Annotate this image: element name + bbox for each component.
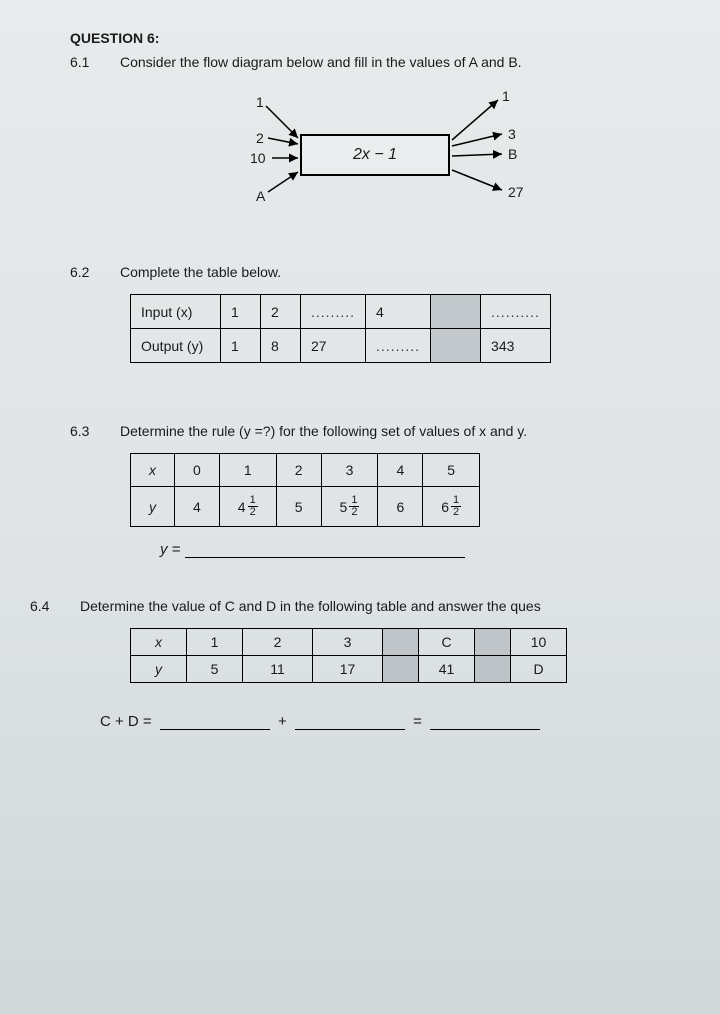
cell: 17 bbox=[313, 656, 383, 683]
subq-number: 6.1 bbox=[70, 54, 100, 70]
table-6-3: x 0 1 2 3 4 5 y 4 412 5 512 6 612 bbox=[130, 453, 480, 527]
cell: 6 bbox=[378, 487, 423, 527]
cell: 27 bbox=[301, 329, 366, 363]
cell: 4 bbox=[175, 487, 220, 527]
cell: 343 bbox=[481, 329, 551, 363]
subq-text: Consider the flow diagram below and fill… bbox=[120, 54, 670, 70]
cell-shaded bbox=[475, 656, 511, 683]
table-row: y 4 412 5 512 6 612 bbox=[131, 487, 480, 527]
cell-shaded bbox=[475, 629, 511, 656]
cell: ......... bbox=[366, 329, 431, 363]
cell: 3 bbox=[321, 454, 378, 487]
cell: 1 bbox=[221, 295, 261, 329]
table-6-2: Input (x) 1 2 ......... 4 .......... Out… bbox=[130, 294, 551, 363]
cell: 2 bbox=[276, 454, 321, 487]
subq-text: Determine the value of C and D in the fo… bbox=[80, 598, 670, 614]
cell: 4 bbox=[378, 454, 423, 487]
cell-shaded bbox=[383, 656, 419, 683]
table-row: x 0 1 2 3 4 5 bbox=[131, 454, 480, 487]
table-row: x 1 2 3 C 10 bbox=[131, 629, 567, 656]
cell: 4 bbox=[366, 295, 431, 329]
blank-line bbox=[295, 716, 405, 730]
cell: y bbox=[131, 656, 187, 683]
cell-shaded bbox=[431, 329, 481, 363]
subq-number: 6.2 bbox=[70, 264, 100, 280]
blank-line bbox=[430, 716, 540, 730]
cell: x bbox=[131, 629, 187, 656]
blank-line bbox=[185, 544, 465, 558]
cell: 2 bbox=[243, 629, 313, 656]
cell: 5 bbox=[187, 656, 243, 683]
cell: 41 bbox=[419, 656, 475, 683]
eq-lhs: C + D = bbox=[100, 713, 152, 730]
cell-shaded bbox=[431, 295, 481, 329]
cell: 5 bbox=[423, 454, 480, 487]
cell: 0 bbox=[175, 454, 220, 487]
subquestion-6-2: 6.2 Complete the table below. bbox=[70, 264, 670, 280]
cell: 5 bbox=[276, 487, 321, 527]
cell: 10 bbox=[511, 629, 567, 656]
cell: Output (y) bbox=[131, 329, 221, 363]
eq-equals: = bbox=[413, 713, 422, 730]
cell: 1 bbox=[187, 629, 243, 656]
table-row: Output (y) 1 8 27 ......... 343 bbox=[131, 329, 551, 363]
cell: Input (x) bbox=[131, 295, 221, 329]
arrow-icon bbox=[160, 84, 580, 224]
subq-number: 6.4 bbox=[30, 598, 60, 614]
blank-line bbox=[160, 716, 270, 730]
equation-line: C + D = + = bbox=[100, 713, 670, 730]
cell: D bbox=[511, 656, 567, 683]
cell-shaded bbox=[383, 629, 419, 656]
cell: 412 bbox=[219, 487, 276, 527]
cell: ......... bbox=[301, 295, 366, 329]
flow-diagram: 2x − 1 1 2 10 A 1 3 B 27 bbox=[160, 84, 580, 224]
rule-answer-line: y = bbox=[160, 541, 670, 558]
cell: 1 bbox=[219, 454, 276, 487]
cell: 3 bbox=[313, 629, 383, 656]
cell: 512 bbox=[321, 487, 378, 527]
subquestion-6-4: 6.4 Determine the value of C and D in th… bbox=[30, 598, 670, 614]
worksheet-page: QUESTION 6: 6.1 Consider the flow diagra… bbox=[0, 0, 720, 1014]
cell: 2 bbox=[261, 295, 301, 329]
cell: 11 bbox=[243, 656, 313, 683]
cell: y bbox=[131, 487, 175, 527]
subq-text: Complete the table below. bbox=[120, 264, 670, 280]
cell: 8 bbox=[261, 329, 301, 363]
rule-prefix: y = bbox=[160, 541, 180, 558]
cell: x bbox=[131, 454, 175, 487]
table-6-4: x 1 2 3 C 10 y 5 11 17 41 D bbox=[130, 628, 567, 683]
cell: .......... bbox=[481, 295, 551, 329]
subq-text: Determine the rule (y =?) for the follow… bbox=[120, 423, 670, 439]
question-header: QUESTION 6: bbox=[70, 30, 670, 46]
cell: 612 bbox=[423, 487, 480, 527]
subq-number: 6.3 bbox=[70, 423, 100, 439]
subquestion-6-1: 6.1 Consider the flow diagram below and … bbox=[70, 54, 670, 70]
subquestion-6-3: 6.3 Determine the rule (y =?) for the fo… bbox=[70, 423, 670, 439]
eq-plus: + bbox=[278, 713, 287, 730]
cell: 1 bbox=[221, 329, 261, 363]
table-row: Input (x) 1 2 ......... 4 .......... bbox=[131, 295, 551, 329]
table-row: y 5 11 17 41 D bbox=[131, 656, 567, 683]
cell: C bbox=[419, 629, 475, 656]
